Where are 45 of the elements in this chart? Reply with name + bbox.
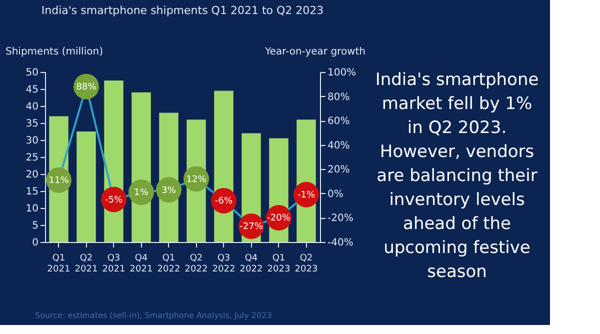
y-tick-label: 35 bbox=[26, 118, 38, 130]
y2-tick-label: 60% bbox=[328, 116, 350, 128]
data-label: 1% bbox=[134, 188, 149, 198]
y2-tick-label: -40% bbox=[328, 238, 354, 248]
data-label: -6% bbox=[214, 196, 233, 207]
y-tick-label: 45 bbox=[26, 84, 38, 96]
data-label: -27% bbox=[240, 222, 264, 232]
y2-tick-label: -20% bbox=[328, 213, 354, 224]
x-tick-label: Q2 2023 bbox=[294, 254, 318, 274]
y-tick-label: 40 bbox=[26, 102, 38, 112]
x-tick-label: Q1 2022 bbox=[157, 254, 180, 274]
x-tick-label: Q3 2022 bbox=[212, 254, 236, 274]
x-tick-label: Q2 2022 bbox=[184, 254, 208, 274]
y2-tick-label: 20% bbox=[328, 164, 350, 176]
data-label: 11% bbox=[48, 176, 70, 186]
y2-tick-label: 0% bbox=[328, 188, 344, 200]
y-tick-label: 25 bbox=[26, 152, 38, 164]
y-tick-label: 50 bbox=[26, 68, 38, 78]
y-tick-label: 20 bbox=[26, 170, 38, 180]
x-tick-label: Q4 2022 bbox=[240, 254, 263, 274]
data-label: -5% bbox=[104, 196, 123, 206]
x-tick-label: Q2 2021 bbox=[74, 254, 98, 274]
y2-tick-label: 100% bbox=[328, 68, 356, 78]
x-tick-label: Q3 2021 bbox=[102, 254, 126, 274]
x-tick-label: Q4 2021 bbox=[130, 254, 153, 274]
y2-tick-label: 40% bbox=[328, 140, 350, 152]
y-tick-label: 10 bbox=[26, 204, 38, 214]
chart-title: India's smartphone shipments Q1 2021 to Q2 2023 bbox=[41, 4, 324, 17]
bar bbox=[76, 132, 96, 242]
y-tick-label: 15 bbox=[26, 186, 38, 198]
data-label: -20% bbox=[267, 214, 291, 224]
y2-axis-title: Year-on-year growth bbox=[264, 46, 366, 58]
y2-tick-label: 80% bbox=[328, 92, 350, 103]
y-tick-label: 5 bbox=[32, 220, 38, 232]
data-label: -1% bbox=[297, 190, 316, 201]
data-label: 12% bbox=[186, 174, 207, 185]
y-tick-label: 0 bbox=[32, 238, 38, 248]
x-tick-label: Q1 2023 bbox=[267, 254, 290, 274]
x-tick-label: Q1 2021 bbox=[47, 254, 70, 274]
text: India's smartphone market fell by 1% in Q2 2023. However, vendors are balancing their inventory levels ahead of the upcoming festive season bbox=[375, 70, 539, 282]
y-tick-label: 30 bbox=[26, 136, 38, 146]
data-label: 3% bbox=[162, 186, 176, 196]
data-label: 88% bbox=[76, 82, 97, 93]
y-axis-title: Shipments (million) bbox=[6, 46, 104, 58]
source-note: Source: estimates (sell-in), Smartphone Analysis, July 2023 bbox=[35, 311, 272, 320]
